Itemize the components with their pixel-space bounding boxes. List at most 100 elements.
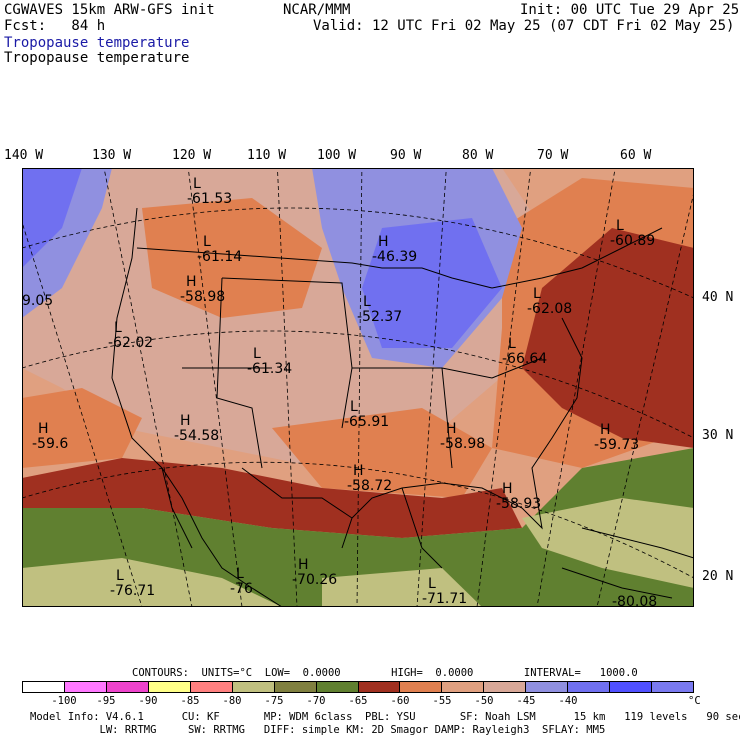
init-time: Init: 00 UTC Tue 29 Apr 25 — [520, 2, 740, 18]
legend-unit: °C — [688, 695, 701, 707]
legend-swatch — [442, 682, 485, 692]
legend-tick-label: -80 — [222, 695, 242, 707]
map-extremum-marker: H-54.58 — [174, 413, 219, 444]
marker-value: -58.93 — [496, 496, 541, 512]
legend-swatch — [652, 682, 693, 692]
legend-swatch — [232, 682, 275, 692]
lon-label: 110 W — [247, 148, 287, 163]
legend-swatch — [190, 682, 233, 692]
marker-value: -52.37 — [357, 309, 402, 325]
field-region-orange-1 — [142, 198, 322, 318]
marker-value: -59.6 — [32, 436, 68, 452]
lon-label: 130 W — [92, 148, 132, 163]
map-extremum-marker: L-71.71 — [422, 576, 467, 607]
legend-swatch — [484, 682, 527, 692]
legend-swatch — [64, 682, 107, 692]
legend-swatch — [400, 682, 443, 692]
map-extremum-marker: H-58.93 — [496, 481, 541, 512]
marker-value: -61.14 — [197, 249, 242, 265]
lon-label: 60 W — [620, 148, 652, 163]
marker-type: H — [38, 421, 49, 437]
marker-type: H — [600, 422, 611, 438]
marker-value: -70.26 — [292, 572, 337, 588]
tropopause-temperature-map: L-61.53L-61.14H-58.98H-46.39L-52.37L-62.… — [22, 168, 694, 607]
map-extremum-marker: L-62.02 — [108, 320, 153, 351]
marker-value: -58.72 — [347, 478, 392, 494]
map-extremum-marker: H-70.26 — [292, 557, 337, 588]
marker-value: -58.98 — [180, 289, 225, 305]
lon-label: 80 W — [462, 148, 494, 163]
field-region-tan-se — [522, 498, 694, 588]
marker-type: H — [446, 421, 457, 437]
marker-type: L — [193, 176, 201, 192]
marker-value: -46.39 — [372, 249, 417, 265]
legend-tick-label: -55 — [432, 695, 452, 707]
legend-swatch — [316, 682, 359, 692]
map-extremum-marker: L-60.89 — [610, 218, 655, 249]
field-region-blue-nw — [22, 168, 82, 268]
legend-tick-label: -100 — [51, 695, 77, 707]
contours-info: CONTOURS: UNITS=°C LOW= 0.0000 HIGH= 0.0… — [132, 667, 638, 679]
marker-type: H — [378, 234, 389, 250]
marker-value: -80.08 — [612, 594, 657, 607]
field-region-olive — [22, 448, 694, 607]
marker-type: L — [533, 286, 541, 302]
model-info-line-2: LW: RRTMG SW: RRTMG DIFF: simple KM: 2D … — [30, 724, 606, 736]
marker-value: -61.53 — [187, 191, 232, 207]
map-extremum-marker: L-76 — [230, 566, 253, 597]
marker-value: -66.64 — [502, 351, 547, 367]
lat-label: 30 N — [702, 428, 734, 443]
marker-value: -65.91 — [344, 414, 389, 430]
lon-label: 120 W — [172, 148, 212, 163]
map-extremum-marker: L-52.37 — [357, 294, 402, 325]
model-title: CGWAVES 15km ARW-GFS init — [4, 2, 215, 18]
org-label: NCAR/MMM — [283, 2, 351, 18]
map-extremum-marker: L-62.08 — [527, 286, 572, 317]
graticule — [22, 168, 694, 607]
field-region-blue-central — [362, 218, 502, 348]
marker-value: -58.98 — [440, 436, 485, 452]
field-region-tan-sw — [22, 558, 282, 607]
lon-label: 90 W — [390, 148, 422, 163]
political-boundaries — [111, 207, 694, 607]
lon-label: 70 W — [537, 148, 569, 163]
marker-value: 9.05 — [22, 293, 53, 309]
model-info-line-1: Model Info: V4.6.1 CU: KF MP: WDM 6class… — [30, 711, 740, 723]
lat-label: 20 N — [702, 569, 734, 584]
marker-type: L — [203, 234, 211, 250]
color-legend-bar — [22, 681, 694, 693]
marker-type: L — [616, 218, 624, 234]
map-extremum-marker: L-61.53 — [187, 176, 232, 207]
marker-value: -61.34 — [247, 361, 292, 377]
map-extremum-marker: L-61.34 — [247, 346, 292, 377]
legend-tick-label: -45 — [516, 695, 536, 707]
marker-type: L — [508, 336, 516, 352]
marker-value: -76.71 — [110, 583, 155, 599]
field-region-darkred-ne — [522, 228, 694, 448]
legend-swatch — [526, 682, 569, 692]
marker-value: -62.08 — [527, 301, 572, 317]
map-extremum-marker: H-58.98 — [440, 421, 485, 452]
marker-type: L — [350, 399, 358, 415]
map-extremum-marker: L-61.14 — [197, 234, 242, 265]
marker-type: H — [186, 274, 197, 290]
legend-tick-label: -50 — [474, 695, 494, 707]
lon-label: 100 W — [317, 148, 357, 163]
map-extremum-marker: H-58.72 — [347, 463, 392, 494]
map-extremum-marker: L-65.91 — [344, 399, 389, 430]
map-extremum-marker: H-59.73 — [594, 422, 639, 453]
marker-type: L — [428, 576, 436, 592]
legend-tick-label: -85 — [180, 695, 200, 707]
legend-swatch — [358, 682, 401, 692]
marker-type: H — [353, 463, 364, 479]
lon-label: 140 W — [4, 148, 44, 163]
legend-tick-label: -90 — [138, 695, 158, 707]
marker-type: L — [116, 568, 124, 584]
field-title-secondary: Tropopause temperature — [4, 50, 190, 66]
map-extremum-marker: L-76.71 — [110, 568, 155, 599]
legend-tick-label: -40 — [558, 695, 578, 707]
field-region-orange-2 — [22, 388, 142, 468]
valid-time: Valid: 12 UTC Fri 02 May 25 (07 CDT Fri … — [313, 18, 735, 34]
map-extremum-marker: H-46.39 — [372, 234, 417, 265]
legend-swatch — [610, 682, 653, 692]
